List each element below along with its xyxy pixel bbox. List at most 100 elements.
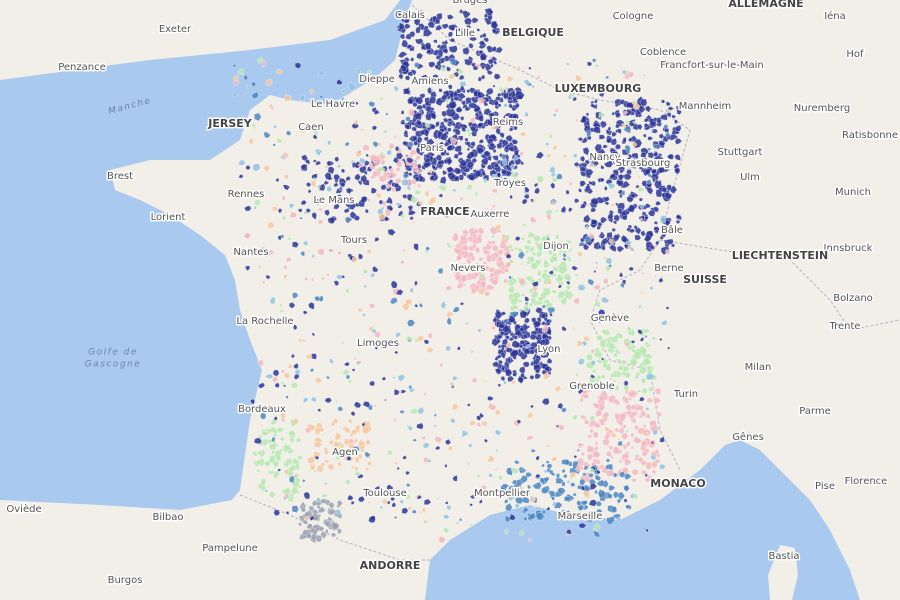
commune — [503, 278, 508, 284]
city-label: Nancy — [589, 152, 620, 163]
commune — [490, 63, 494, 68]
commune — [424, 157, 432, 163]
commune — [449, 418, 456, 424]
commune — [273, 509, 281, 516]
commune — [508, 315, 516, 323]
commune — [433, 424, 437, 428]
commune — [537, 270, 542, 276]
country-label: JERSEY — [207, 117, 253, 130]
commune — [523, 193, 530, 200]
commune — [394, 146, 399, 152]
commune — [466, 183, 473, 191]
commune — [452, 403, 459, 411]
commune — [450, 137, 458, 145]
commune — [555, 173, 563, 180]
commune — [658, 140, 666, 147]
commune — [545, 142, 550, 147]
commune — [445, 438, 452, 446]
commune — [483, 150, 491, 157]
commune — [607, 339, 612, 344]
commune — [439, 362, 444, 368]
commune — [621, 123, 627, 129]
commune — [244, 265, 251, 271]
commune — [642, 424, 647, 429]
commune — [523, 507, 529, 513]
city-label: Stuttgart — [718, 147, 763, 158]
city-label: Nantes — [233, 247, 268, 258]
commune — [554, 385, 562, 392]
commune — [447, 31, 454, 38]
commune — [407, 71, 413, 77]
commune — [541, 463, 546, 468]
commune — [537, 327, 544, 335]
commune — [254, 437, 262, 444]
commune — [545, 318, 551, 324]
commune — [355, 150, 362, 158]
commune — [350, 159, 354, 164]
commune — [590, 197, 599, 206]
commune — [596, 479, 605, 487]
commune — [439, 176, 447, 185]
commune — [353, 446, 360, 454]
commune — [587, 202, 591, 207]
commune — [287, 363, 293, 369]
commune — [400, 213, 406, 219]
commune — [675, 125, 682, 132]
commune — [430, 124, 436, 130]
commune — [282, 184, 291, 191]
commune — [532, 358, 541, 365]
commune — [385, 182, 391, 190]
commune — [468, 36, 478, 42]
commune — [399, 409, 405, 414]
commune — [497, 92, 502, 97]
commune — [647, 173, 652, 178]
commune — [556, 513, 562, 519]
commune — [310, 527, 316, 533]
commune — [585, 168, 594, 177]
commune — [465, 259, 472, 265]
commune — [412, 438, 417, 442]
commune — [401, 18, 406, 23]
commune — [600, 216, 608, 224]
commune — [459, 235, 467, 242]
commune — [341, 168, 346, 174]
commune — [513, 124, 518, 131]
commune — [303, 397, 309, 404]
commune — [420, 74, 429, 82]
commune — [406, 319, 416, 327]
commune — [433, 413, 437, 417]
commune — [288, 302, 296, 309]
commune — [523, 304, 530, 313]
commune — [311, 211, 317, 220]
commune — [425, 246, 431, 251]
commune — [382, 129, 389, 134]
commune — [487, 395, 494, 401]
commune — [381, 376, 386, 381]
commune — [505, 335, 510, 341]
commune — [282, 265, 288, 270]
commune — [341, 100, 347, 106]
commune — [285, 256, 293, 263]
commune — [523, 347, 531, 355]
commune — [580, 485, 585, 491]
commune — [458, 174, 464, 181]
commune — [252, 451, 258, 457]
commune — [354, 119, 359, 125]
commune — [507, 375, 515, 383]
commune — [423, 456, 429, 463]
commune — [326, 160, 332, 167]
commune — [606, 382, 616, 392]
commune — [280, 416, 287, 423]
commune — [333, 182, 339, 187]
commune — [653, 117, 658, 123]
commune — [577, 485, 583, 490]
commune — [654, 274, 657, 278]
commune — [396, 152, 404, 160]
commune — [617, 164, 625, 172]
commune — [459, 85, 465, 91]
commune — [537, 333, 543, 338]
city-label: Amiens — [411, 76, 448, 87]
commune — [417, 183, 422, 189]
